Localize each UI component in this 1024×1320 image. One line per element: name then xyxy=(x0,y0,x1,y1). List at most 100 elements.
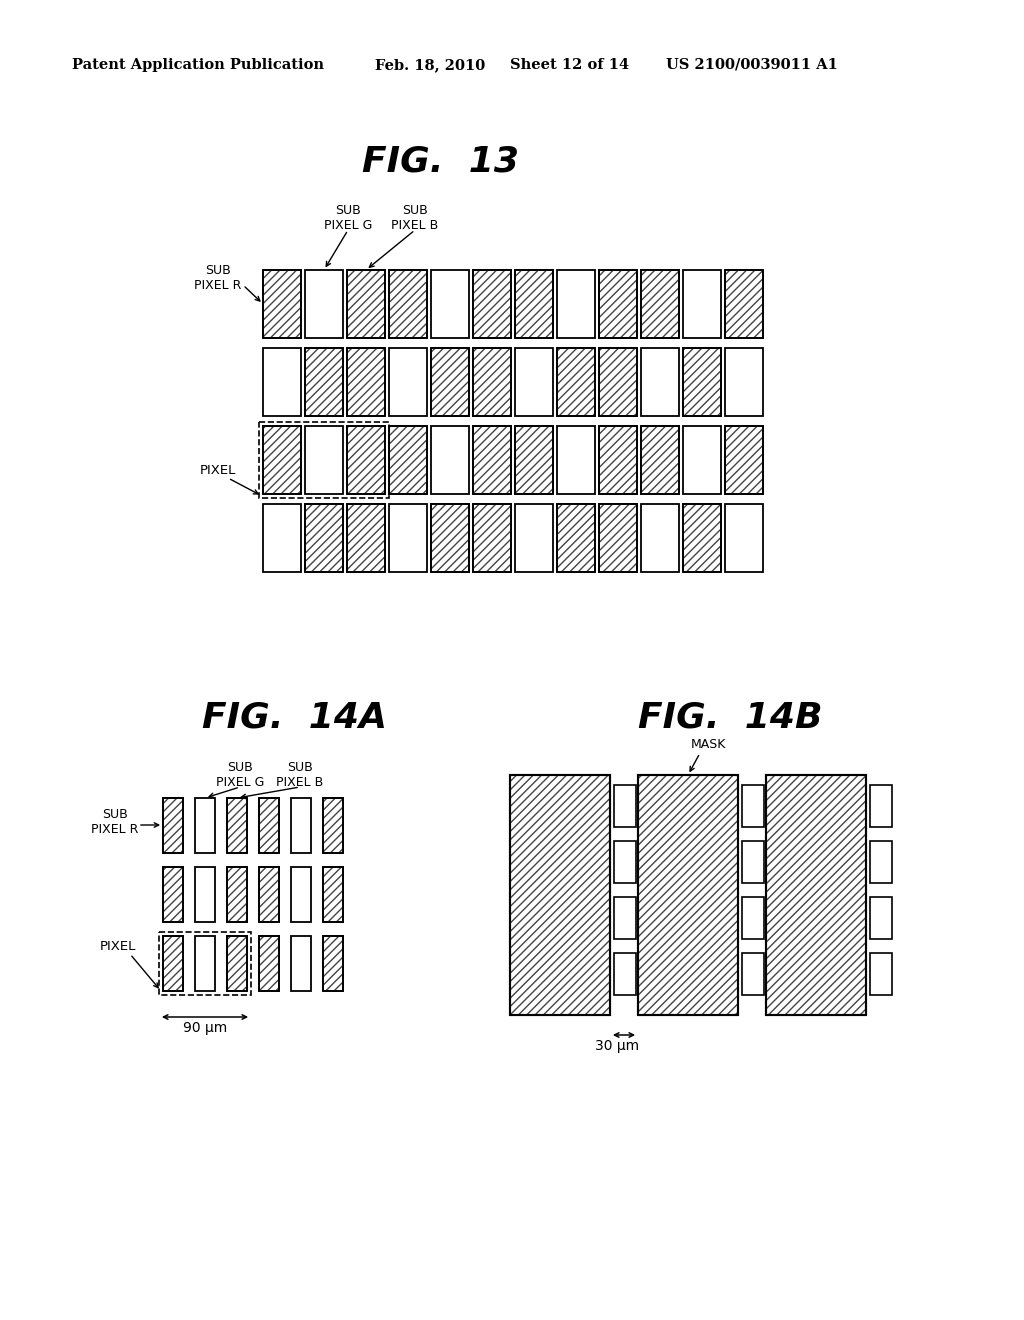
Bar xyxy=(291,936,311,991)
Bar xyxy=(163,799,183,853)
Text: SUB
PIXEL R: SUB PIXEL R xyxy=(91,808,138,836)
Bar xyxy=(473,426,511,494)
Bar xyxy=(742,898,764,939)
Bar xyxy=(473,426,511,494)
Bar xyxy=(515,271,553,338)
Bar xyxy=(641,426,679,494)
Bar xyxy=(195,799,215,853)
Bar xyxy=(305,348,343,416)
Bar xyxy=(638,775,738,1015)
Bar xyxy=(227,799,247,853)
Bar xyxy=(159,932,251,995)
Bar xyxy=(227,936,247,991)
Bar xyxy=(641,504,679,572)
Bar xyxy=(599,504,637,572)
Bar xyxy=(683,504,721,572)
Bar xyxy=(305,504,343,572)
Bar xyxy=(725,504,763,572)
Bar xyxy=(259,799,279,853)
Bar xyxy=(638,775,738,1015)
Bar xyxy=(323,799,343,853)
Bar xyxy=(347,348,385,416)
Bar xyxy=(725,271,763,338)
Bar xyxy=(323,936,343,991)
Bar xyxy=(683,271,721,338)
Bar xyxy=(557,271,595,338)
Bar xyxy=(599,348,637,416)
Bar xyxy=(766,775,866,1015)
Bar xyxy=(305,504,343,572)
Bar xyxy=(599,271,637,338)
Bar xyxy=(163,867,183,921)
Bar xyxy=(305,426,343,494)
Bar xyxy=(614,898,636,939)
Bar xyxy=(599,271,637,338)
Bar xyxy=(305,348,343,416)
Text: SUB
PIXEL B: SUB PIXEL B xyxy=(391,205,438,232)
Bar xyxy=(389,426,427,494)
Bar xyxy=(305,504,343,572)
Text: FIG.  14B: FIG. 14B xyxy=(638,701,822,735)
Bar xyxy=(347,348,385,416)
Bar xyxy=(323,867,343,921)
Text: PIXEL: PIXEL xyxy=(99,940,136,953)
Bar xyxy=(599,348,637,416)
Bar xyxy=(347,271,385,338)
Bar xyxy=(599,271,637,338)
Bar xyxy=(510,775,610,1015)
Bar xyxy=(725,426,763,494)
Bar xyxy=(473,271,511,338)
Bar xyxy=(259,799,279,853)
Bar xyxy=(742,841,764,883)
Bar xyxy=(614,785,636,828)
Bar xyxy=(515,426,553,494)
Bar xyxy=(473,504,511,572)
Bar xyxy=(614,841,636,883)
Text: 90 μm: 90 μm xyxy=(183,1020,227,1035)
Bar xyxy=(389,348,427,416)
Bar xyxy=(227,799,247,853)
Bar xyxy=(305,348,343,416)
Bar xyxy=(431,348,469,416)
Bar xyxy=(725,348,763,416)
Bar xyxy=(227,936,247,991)
Bar xyxy=(431,348,469,416)
Bar xyxy=(870,841,892,883)
Bar xyxy=(347,426,385,494)
Bar xyxy=(227,936,247,991)
Bar xyxy=(641,426,679,494)
Bar xyxy=(515,426,553,494)
Bar xyxy=(557,348,595,416)
Bar xyxy=(263,271,301,338)
Bar xyxy=(263,348,301,416)
Bar xyxy=(431,504,469,572)
Bar xyxy=(259,867,279,921)
Bar xyxy=(389,426,427,494)
Bar xyxy=(227,799,247,853)
Text: FIG.  14A: FIG. 14A xyxy=(203,701,387,735)
Bar xyxy=(515,504,553,572)
Bar xyxy=(473,348,511,416)
Bar xyxy=(683,504,721,572)
Bar xyxy=(641,271,679,338)
Bar xyxy=(742,785,764,828)
Bar xyxy=(599,426,637,494)
Bar xyxy=(870,898,892,939)
Bar xyxy=(163,867,183,921)
Bar xyxy=(766,775,866,1015)
Text: Patent Application Publication: Patent Application Publication xyxy=(72,58,324,73)
Bar xyxy=(163,799,183,853)
Bar xyxy=(725,271,763,338)
Bar xyxy=(870,785,892,828)
Bar xyxy=(323,799,343,853)
Bar xyxy=(599,504,637,572)
Bar xyxy=(599,348,637,416)
Bar xyxy=(431,504,469,572)
Bar xyxy=(515,426,553,494)
Bar xyxy=(259,936,279,991)
Bar xyxy=(389,271,427,338)
Bar xyxy=(515,348,553,416)
Bar xyxy=(227,867,247,921)
Bar xyxy=(163,936,183,991)
Bar xyxy=(557,504,595,572)
